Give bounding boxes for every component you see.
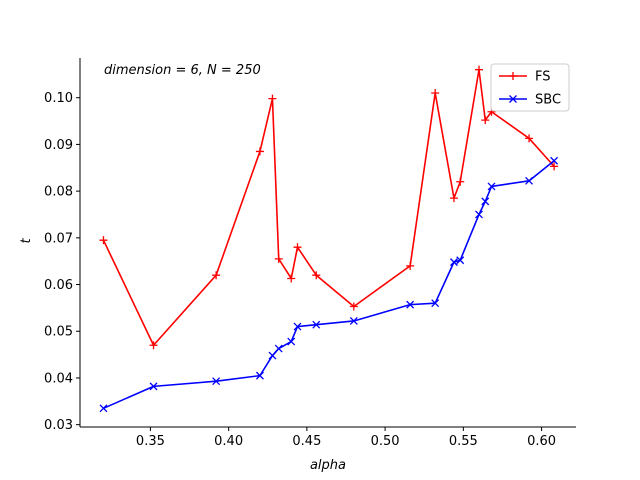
- y-tick-label: 0.05: [44, 325, 73, 340]
- data-point-fs: [456, 177, 465, 186]
- legend: FS SBC: [490, 63, 570, 112]
- x-tick-label: 0.55: [449, 434, 478, 449]
- legend-label: FS: [535, 70, 551, 85]
- series-fs: [99, 65, 559, 350]
- legend-marker: [509, 72, 517, 80]
- chart-annotation: dimension = 6, N = 250: [104, 63, 261, 78]
- series-line-sbc: [103, 160, 555, 410]
- data-point-sbc: [287, 337, 296, 346]
- y-tick-label: 0.04: [44, 371, 73, 386]
- data-point-fs: [274, 254, 283, 263]
- data-point-sbc: [475, 210, 483, 219]
- data-point-sbc: [212, 377, 221, 386]
- data-point-sbc: [487, 182, 496, 191]
- legend-item-sbc: SBC: [499, 93, 561, 108]
- y-axis-label: t: [19, 238, 34, 244]
- data-point-fs: [431, 89, 440, 98]
- data-point-fs: [149, 341, 158, 350]
- data-point-fs: [255, 147, 264, 156]
- data-point-sbc: [349, 317, 358, 325]
- series-layer: [99, 65, 559, 413]
- y-tick-label: 0.10: [44, 91, 73, 106]
- data-point-sbc: [525, 176, 534, 185]
- x-tick-label: 0.60: [527, 434, 556, 449]
- data-point-fs: [449, 194, 458, 203]
- x-tick-label: 0.35: [136, 434, 165, 449]
- axes: 0.35 0.40 0.45 0.50 0.55 0.60 0.03 0.04 0.05 0.06…: [44, 58, 576, 449]
- y-tick-label: 0.06: [44, 278, 73, 293]
- series-line-fs: [102, 68, 555, 347]
- legend-item-fs: FS: [499, 70, 551, 85]
- data-point-fs: [268, 94, 277, 103]
- data-point-sbc: [255, 371, 264, 380]
- data-point-sbc: [274, 344, 283, 353]
- y-tick-label: 0.03: [44, 418, 73, 433]
- data-point-fs: [481, 116, 490, 125]
- data-point-sbc: [312, 320, 321, 329]
- data-point-sbc: [550, 156, 559, 165]
- data-point-sbc: [406, 300, 415, 309]
- data-point-fs: [99, 236, 108, 245]
- data-point-fs: [349, 302, 358, 311]
- data-point-sbc: [149, 382, 158, 391]
- data-point-fs: [312, 271, 321, 280]
- legend-marker: [509, 95, 517, 103]
- y-tick-label: 0.09: [44, 138, 73, 153]
- data-point-sbc: [481, 197, 490, 206]
- data-point-fs: [550, 162, 559, 171]
- x-tick-label: 0.40: [214, 434, 243, 449]
- data-point-sbc: [431, 299, 440, 308]
- data-point-fs: [287, 274, 296, 283]
- x-tick-label: 0.45: [292, 434, 321, 449]
- data-point-sbc: [293, 322, 302, 331]
- data-point-sbc: [268, 351, 277, 360]
- data-point-sbc: [449, 258, 458, 267]
- data-point-fs: [212, 271, 221, 280]
- x-axis-label: alpha: [310, 458, 346, 473]
- y-tick-label: 0.08: [44, 185, 73, 200]
- data-point-fs: [293, 243, 302, 252]
- y-tick-label: 0.07: [44, 231, 73, 246]
- data-point-fs: [406, 261, 415, 270]
- data-point-sbc: [456, 256, 465, 265]
- x-tick-label: 0.50: [371, 434, 400, 449]
- data-point-fs: [474, 65, 483, 74]
- data-point-fs: [525, 134, 534, 143]
- series-sbc: [99, 156, 559, 413]
- data-point-sbc: [99, 404, 108, 413]
- legend-label: SBC: [535, 93, 561, 108]
